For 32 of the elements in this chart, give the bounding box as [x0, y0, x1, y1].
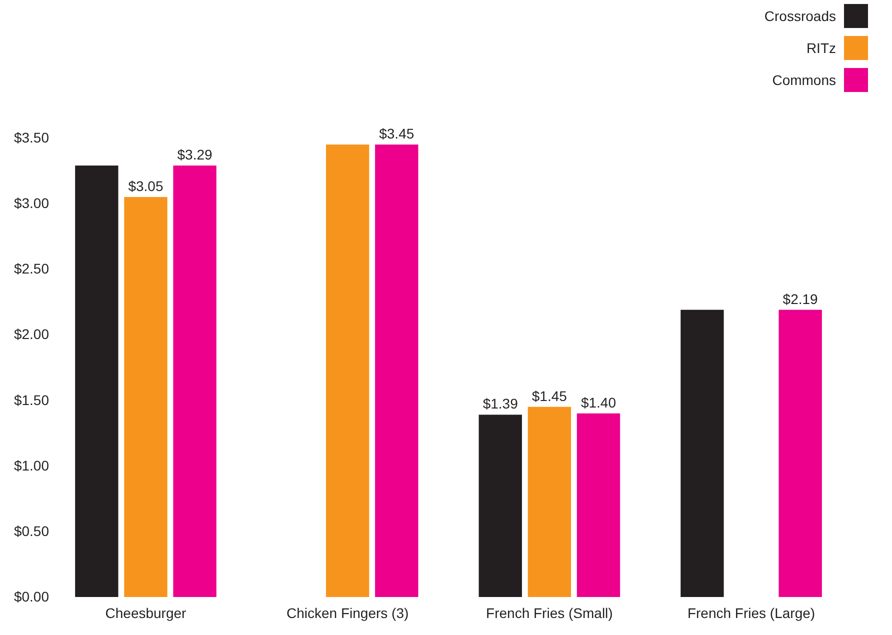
- data-label: $1.45: [532, 388, 568, 404]
- legend-label: RITz: [806, 40, 836, 56]
- y-tick-label: $1.50: [14, 392, 50, 408]
- x-tick-label: French Fries (Large): [687, 605, 816, 622]
- bar: [478, 414, 522, 597]
- y-tick-label: $1.00: [14, 457, 50, 474]
- data-label: $3.45: [379, 126, 414, 142]
- bar: [375, 144, 418, 597]
- x-tick-label: Chicken Fingers (3): [286, 605, 409, 622]
- legend-label: Crossroads: [764, 8, 836, 24]
- data-label: $1.40: [580, 394, 616, 410]
- y-tick-label: $0.00: [14, 588, 50, 604]
- y-tick-label: $3.50: [14, 129, 50, 146]
- legend-label: Commons: [772, 72, 836, 88]
- bar: [173, 166, 216, 597]
- data-label: $3.29: [177, 146, 213, 163]
- y-tick-label: $2.50: [14, 260, 50, 277]
- x-tick-label: Cheesburger: [105, 605, 187, 622]
- y-tick-label: $3.00: [14, 195, 50, 212]
- y-tick-label: $2.00: [14, 326, 50, 342]
- data-label: $2.19: [782, 290, 818, 307]
- bar: [124, 197, 168, 597]
- x-tick-label: French Fries (Small): [486, 605, 613, 622]
- bar: [680, 310, 724, 597]
- bar: [326, 144, 370, 597]
- data-label: $1.39: [482, 396, 518, 412]
- bar: [778, 310, 822, 597]
- bar: [528, 406, 572, 597]
- y-tick-label: $0.50: [14, 522, 50, 539]
- bar: [576, 413, 620, 597]
- data-label: $3.05: [128, 178, 164, 194]
- bar: [75, 166, 118, 597]
